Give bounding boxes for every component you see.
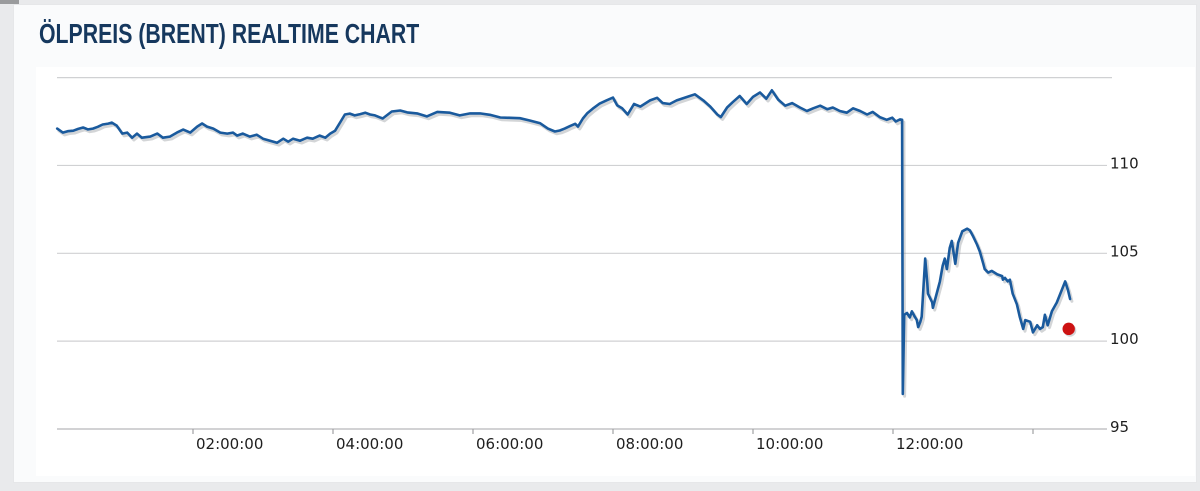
x-tick-label: 02:00:00	[196, 435, 263, 453]
price-line[interactable]	[55, 89, 1072, 396]
x-tick-label: 08:00:00	[616, 435, 683, 453]
x-tick-label: 04:00:00	[336, 435, 403, 453]
x-tick-label: 06:00:00	[476, 435, 543, 453]
price-line-shadow	[57, 91, 1074, 398]
y-tick-label-105: 105	[1110, 242, 1139, 260]
y-tick-label-100: 100	[1110, 330, 1139, 348]
x-tick-label: 10:00:00	[756, 435, 823, 453]
chart-card: ÖLPREIS (BRENT) REALTIME CHART	[13, 4, 1197, 483]
x-tick-label: 12:00:00	[896, 435, 963, 453]
page-title: ÖLPREIS (BRENT) REALTIME CHART	[39, 18, 420, 49]
corner-strip	[0, 0, 19, 4]
chart-plot-area[interactable]	[36, 67, 1195, 476]
last-price-dot[interactable]	[1062, 322, 1075, 336]
y-tick-label-110: 110	[1110, 154, 1139, 172]
y-tick-label-95: 95	[1110, 418, 1129, 436]
